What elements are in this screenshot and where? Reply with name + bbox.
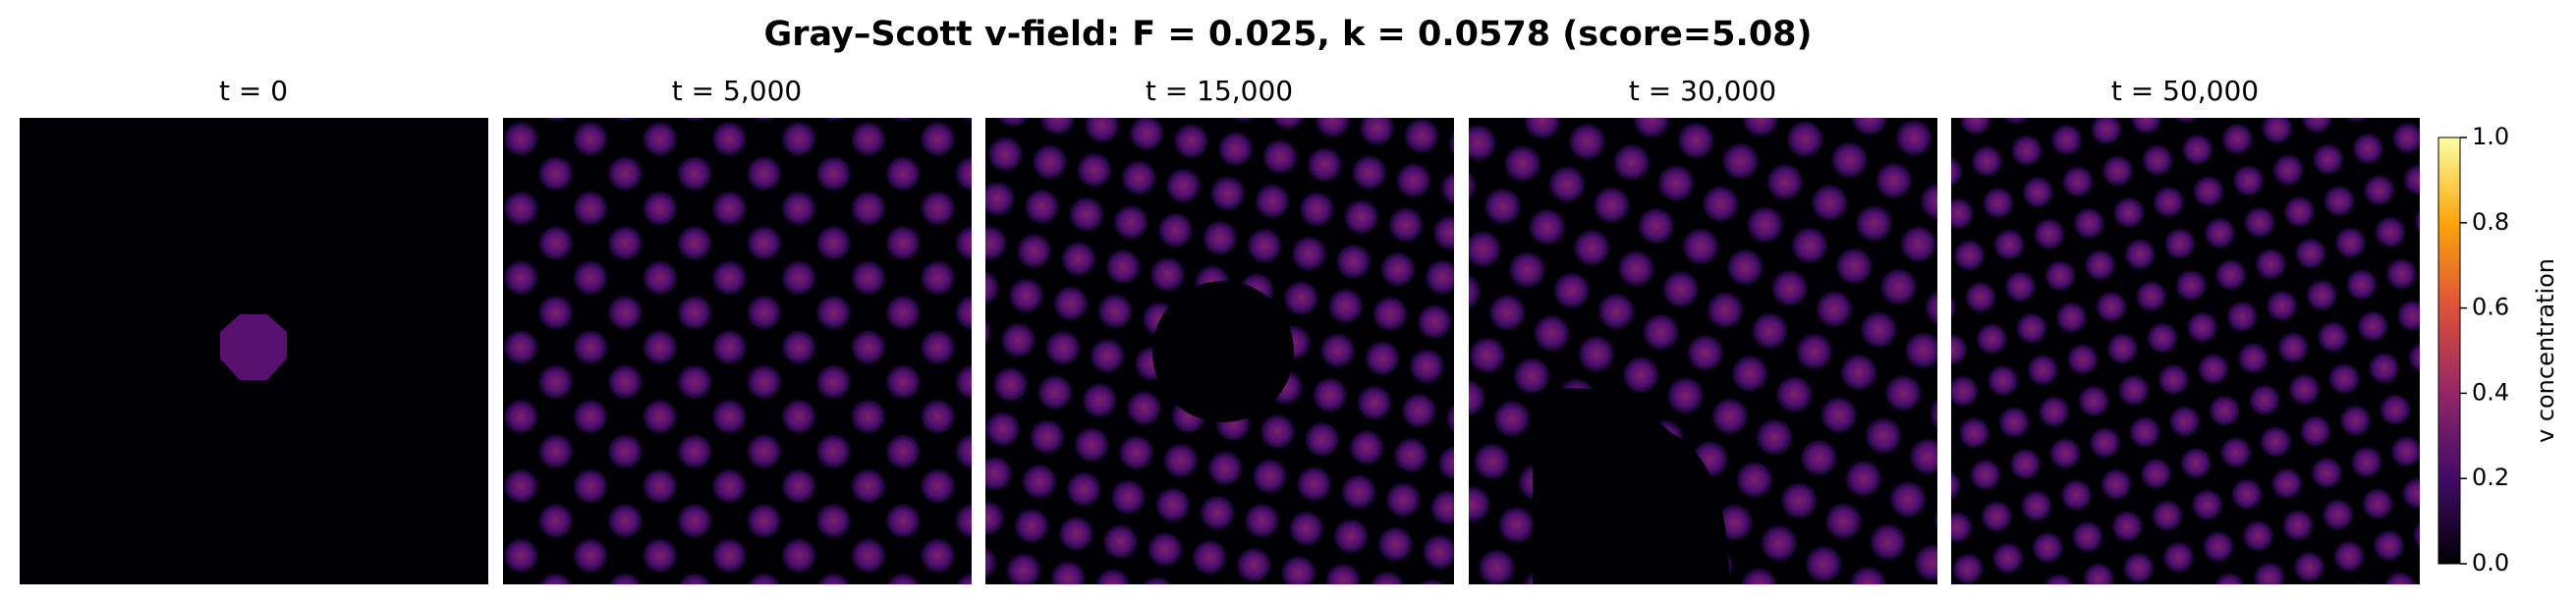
panel-title: t = 50,000 bbox=[2111, 75, 2259, 107]
panel bbox=[503, 118, 972, 584]
colorbar-tick-label: 0.0 bbox=[2472, 549, 2509, 577]
void bbox=[1152, 281, 1294, 422]
colorbar-tick-label: 0.6 bbox=[2472, 294, 2509, 321]
colorbar-tick-label: 0.8 bbox=[2472, 208, 2509, 236]
panel-title: t = 15,000 bbox=[1146, 75, 1293, 107]
panel bbox=[1951, 118, 2420, 584]
colorbar-label: v concentration bbox=[2532, 258, 2559, 443]
colorbar bbox=[2437, 137, 2461, 565]
chart-title: Gray–Scott v-field: F = 0.025, k = 0.057… bbox=[763, 15, 1812, 54]
panel-title: t = 0 bbox=[219, 75, 288, 107]
colorbar-tick-label: 1.0 bbox=[2472, 123, 2509, 150]
seed bbox=[220, 314, 287, 380]
void bbox=[1533, 388, 1729, 584]
colorbar-tick-label: 0.2 bbox=[2472, 464, 2509, 491]
panel-title: t = 5,000 bbox=[672, 75, 802, 107]
panel-title: t = 30,000 bbox=[1629, 75, 1776, 107]
colorbar-tick-label: 0.4 bbox=[2472, 378, 2509, 406]
